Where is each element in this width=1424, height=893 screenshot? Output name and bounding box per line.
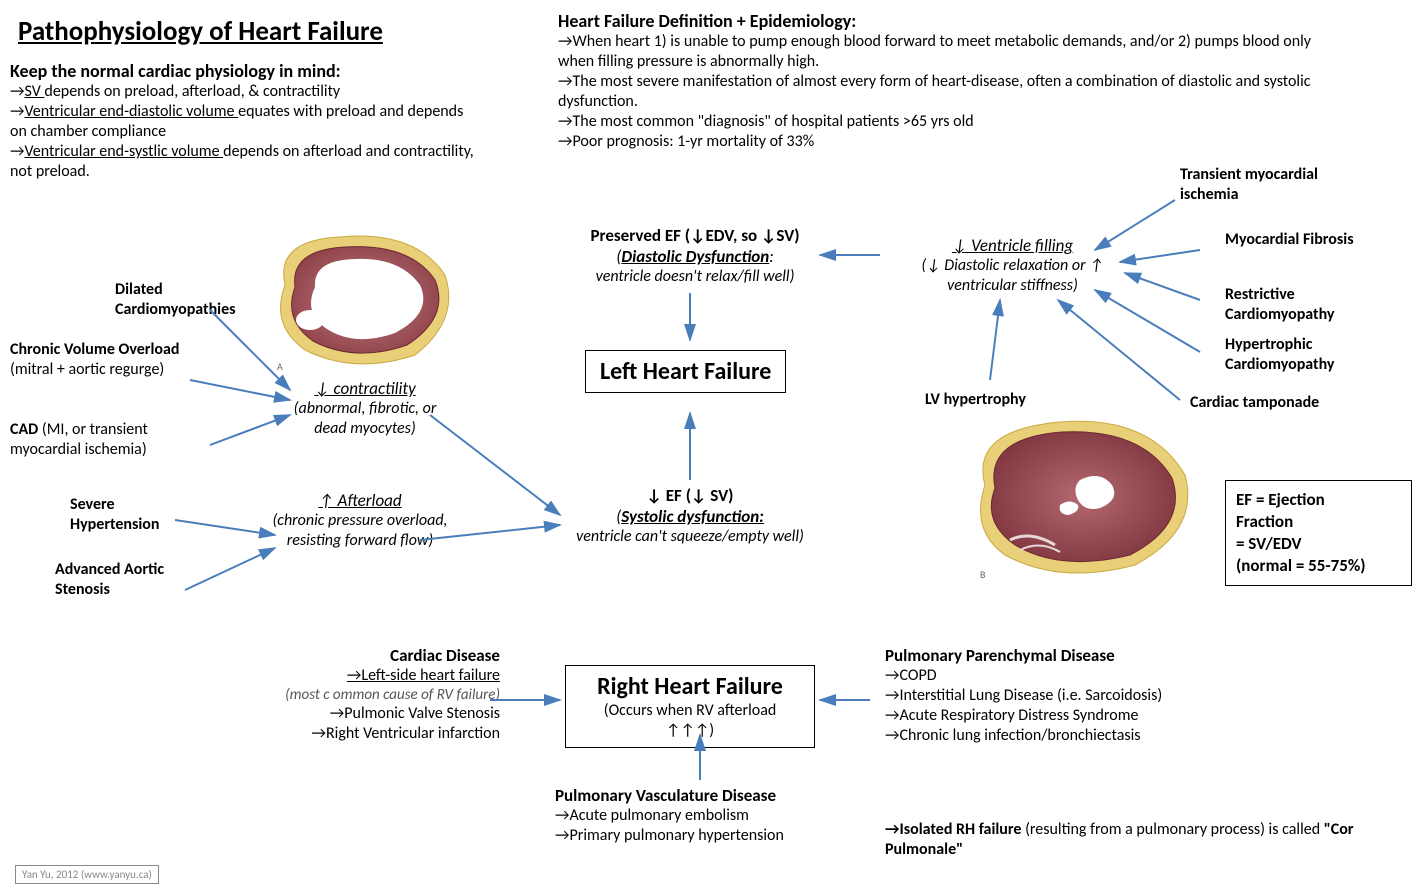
normal-physiology-block: Keep the normal cardiac physiology in mi… (10, 60, 480, 182)
reduced-line1: ↓ EF (↓ SV) (575, 485, 805, 506)
block-pulmonary-parenchymal: Pulmonary Parenchymal Disease →COPD →Int… (885, 645, 1265, 746)
sv-rest: depends on preload, afterload, & contrac… (44, 82, 340, 101)
normal-heading: Keep the normal cardiac physiology in mi… (10, 60, 480, 82)
preserved-line1: Preserved EF (↓EDV, so ↓SV) (555, 225, 835, 246)
node-afterload: ↑ Afterload (chronic pressure overload, … (270, 490, 450, 551)
vasc-2: →Primary pulmonary hypertension (555, 826, 875, 846)
credit-footer: Yan Yu, 2012 (www.yanyu.ca) (15, 865, 159, 884)
corpulm-mid: (resulting from a pulmonary process) is … (1025, 820, 1324, 839)
sv-underline: SV (24, 82, 44, 101)
cause-myocardial-fibrosis: Myocardial Fibrosis (1225, 230, 1375, 250)
vesv-underline: Ventricular end-systlic volume (24, 142, 223, 161)
flow-arrow (1125, 273, 1200, 300)
definition-heading: Heart Failure Definition + Epidemiology: (558, 10, 1378, 32)
definition-line-4: →Poor prognosis: 1-yr mortality of 33% (558, 132, 1378, 152)
cardiac-line-2: →Pulmonic Valve Stenosis (240, 704, 500, 724)
cause-dilated-cardiomyopathy: Dilated Cardiomyopathies (115, 280, 275, 320)
node-preserved-ef: Preserved EF (↓EDV, so ↓SV) (Diastolic D… (555, 225, 835, 287)
heart-b-label: B (980, 568, 986, 581)
flow-arrow (190, 380, 290, 400)
cause-cad: CAD (MI, or transient myocardial ischemi… (10, 420, 220, 460)
box-ef-definition: EF = Ejection Fraction = SV/EDV (normal … (1225, 480, 1412, 586)
cause-hypertrophic-cm: Hypertrophic Cardiomyopathy (1225, 335, 1405, 375)
vfill-head: ↓ Ventricle filling (895, 235, 1130, 256)
rhf-sub: (Occurs when RV afterload ↑↑↑) (580, 701, 800, 741)
bullet-arrow: → (10, 102, 24, 121)
contractility-head: ↓ contractility (280, 378, 450, 399)
parenchymal-4: →Chronic lung infection/bronchiectasis (885, 726, 1265, 746)
box-right-heart-failure: Right Heart Failure (Occurs when RV afte… (565, 665, 815, 748)
normal-line-vesv: →Ventricular end-systlic volume depends … (10, 142, 480, 182)
vasc-heading: Pulmonary Vasculature Disease (555, 785, 875, 806)
cause-lv-hypertrophy: LV hypertrophy (925, 390, 1026, 410)
cause-transient-ischemia: Transient myocardial ischemia (1180, 165, 1380, 205)
block-pulmonary-vasculature: Pulmonary Vasculature Disease →Acute pul… (555, 785, 875, 846)
definition-block: Heart Failure Definition + Epidemiology:… (558, 10, 1378, 152)
cardiac-line-1: →Left-side heart failure (240, 666, 500, 686)
parenchymal-heading: Pulmonary Parenchymal Disease (885, 645, 1265, 666)
cause-volume-overload: Chronic Volume Overload (mitral + aortic… (10, 340, 200, 380)
vedv-underline: Ventricular end-diastolic volume (24, 102, 238, 121)
rhf-title: Right Heart Failure (580, 672, 800, 701)
vfill-sub: (↓ Diastolic relaxation or ↑ ventricular… (895, 256, 1130, 296)
flow-arrow (990, 300, 1000, 380)
reduced-under: Systolic dysfunction: (621, 506, 764, 527)
bullet-arrow: → (10, 142, 24, 161)
preserved-line2: (Diastolic Dysfunction: (555, 246, 835, 267)
ef-line3: = SV/EDV (1236, 533, 1401, 555)
flow-arrow (210, 415, 290, 445)
preserved-line3: ventricle doesn't relax/fill well) (555, 267, 835, 287)
cardiac-heading: Cardiac Disease (240, 645, 500, 666)
parenchymal-3: →Acute Respiratory Distress Syndrome (885, 706, 1265, 726)
parenchymal-2: →Interstitial Lung Disease (i.e. Sarcoid… (885, 686, 1265, 706)
ef-line1: EF = Ejection (1236, 489, 1401, 511)
vasc-1: →Acute pulmonary embolism (555, 806, 875, 826)
ef-line2: Fraction (1236, 511, 1401, 533)
block-cardiac-disease: Cardiac Disease →Left-side heart failure… (240, 645, 500, 744)
normal-line-sv: →SV depends on preload, afterload, & con… (10, 82, 480, 102)
box-left-heart-failure: Left Heart Failure (585, 350, 786, 393)
cause-severe-hypertension: Severe Hypertension (70, 495, 190, 535)
heart-illustration-a: A (255, 225, 465, 375)
heart-illustration-b: B (960, 410, 1200, 585)
flow-arrow (1120, 250, 1200, 262)
bullet-arrow: → (10, 82, 24, 101)
cause-aortic-stenosis: Advanced Aortic Stenosis (55, 560, 195, 600)
cause-cardiac-tamponade: Cardiac tamponade (1190, 393, 1319, 413)
afterload-head: ↑ Afterload (270, 490, 450, 511)
normal-line-vedv: →Ventricular end-diastolic volume equate… (10, 102, 480, 142)
cardiac-line-3: →Right Ventricular infarction (240, 724, 500, 744)
flow-arrow (1095, 290, 1200, 352)
preserved-under: Diastolic Dysfunction (621, 246, 769, 267)
flow-arrow (185, 548, 275, 590)
node-reduced-ef: ↓ EF (↓ SV) (Systolic dysfunction: ventr… (575, 485, 805, 547)
definition-line-3: →The most common "diagnosis" of hospital… (558, 112, 1378, 132)
cause-volume-overload-bold: Chronic Volume Overload (10, 340, 180, 359)
flow-arrow (175, 520, 275, 535)
page-title: Pathophysiology of Heart Failure (18, 15, 383, 48)
cause-volume-overload-rest: (mitral + aortic regurge) (10, 360, 164, 379)
definition-line-2: →The most severe manifestation of almost… (558, 72, 1328, 112)
cause-cad-bold: CAD (10, 420, 42, 439)
reduced-line3: ventricle can't squeeze/empty well) (575, 527, 805, 547)
contractility-sub: (abnormal, fibrotic, or dead myocytes) (280, 399, 450, 439)
definition-line-1: →When heart 1) is unable to pump enough … (558, 32, 1348, 72)
corpulm-bold-1: →Isolated RH failure (885, 820, 1025, 839)
ef-line4: (normal = 55-75%) (1236, 555, 1401, 577)
cor-pulmonale-note: →Isolated RH failure (resulting from a p… (885, 820, 1355, 860)
reduced-line2: (Systolic dysfunction: (575, 506, 805, 527)
node-ventricle-filling: ↓ Ventricle filling (↓ Diastolic relaxat… (895, 235, 1130, 296)
preserved-close: : (769, 246, 774, 267)
afterload-sub: (chronic pressure overload, resisting fo… (270, 511, 450, 551)
parenchymal-1: →COPD (885, 666, 1265, 686)
flow-arrow (1058, 300, 1180, 400)
cardiac-line-1-sub: (most c ommon cause of RV failure) (240, 686, 500, 704)
heart-a-label: A (277, 360, 283, 373)
cause-restrictive-cm: Restrictive Cardiomyopathy (1225, 285, 1405, 325)
node-contractility: ↓ contractility (abnormal, fibrotic, or … (280, 378, 450, 439)
